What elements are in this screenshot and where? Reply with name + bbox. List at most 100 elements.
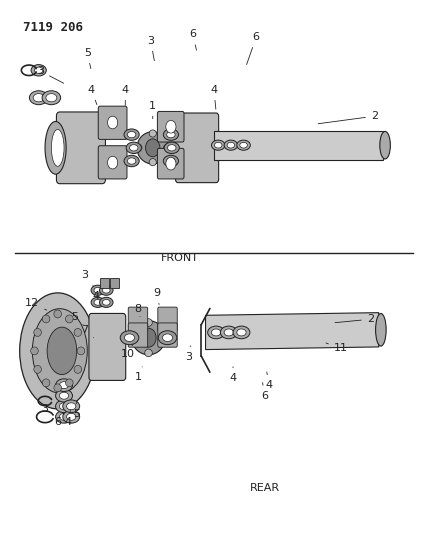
Text: 2: 2 <box>318 111 378 124</box>
Ellipse shape <box>59 403 68 410</box>
Ellipse shape <box>20 293 96 409</box>
Ellipse shape <box>42 315 50 323</box>
Ellipse shape <box>227 142 235 148</box>
Ellipse shape <box>220 326 237 339</box>
Circle shape <box>146 139 160 157</box>
Ellipse shape <box>135 144 142 151</box>
Circle shape <box>166 120 176 133</box>
Ellipse shape <box>59 382 68 389</box>
FancyBboxPatch shape <box>128 323 148 347</box>
Ellipse shape <box>45 122 66 174</box>
FancyBboxPatch shape <box>56 112 105 184</box>
Ellipse shape <box>130 144 138 151</box>
Ellipse shape <box>56 390 72 402</box>
FancyBboxPatch shape <box>158 148 184 179</box>
Text: 9: 9 <box>153 288 160 304</box>
Ellipse shape <box>145 319 152 326</box>
Ellipse shape <box>128 132 136 138</box>
Ellipse shape <box>224 329 233 336</box>
Circle shape <box>107 116 118 129</box>
Ellipse shape <box>56 379 72 392</box>
Text: 1: 1 <box>149 101 156 119</box>
Ellipse shape <box>237 140 250 150</box>
Ellipse shape <box>33 309 87 393</box>
Ellipse shape <box>130 334 137 342</box>
Text: 2: 2 <box>335 314 374 324</box>
Ellipse shape <box>102 300 110 305</box>
Text: 4: 4 <box>265 372 273 390</box>
Text: 5: 5 <box>73 401 80 419</box>
Ellipse shape <box>30 91 48 104</box>
Ellipse shape <box>208 326 225 339</box>
Ellipse shape <box>59 413 68 421</box>
Ellipse shape <box>126 142 141 154</box>
Ellipse shape <box>240 142 247 148</box>
Ellipse shape <box>54 384 62 392</box>
Ellipse shape <box>166 158 175 164</box>
Ellipse shape <box>100 297 113 308</box>
Text: 4: 4 <box>92 290 100 306</box>
Circle shape <box>166 157 176 170</box>
Ellipse shape <box>67 413 76 421</box>
Polygon shape <box>205 313 379 350</box>
FancyBboxPatch shape <box>158 307 177 332</box>
Text: 12: 12 <box>25 298 47 310</box>
Ellipse shape <box>380 132 390 159</box>
Ellipse shape <box>132 321 165 355</box>
Ellipse shape <box>137 132 169 164</box>
Ellipse shape <box>164 142 179 154</box>
Ellipse shape <box>31 347 38 355</box>
Ellipse shape <box>51 130 64 166</box>
FancyBboxPatch shape <box>98 146 127 179</box>
Ellipse shape <box>33 94 44 102</box>
Text: 3: 3 <box>147 36 155 61</box>
Text: 4: 4 <box>211 85 217 109</box>
Ellipse shape <box>124 129 139 140</box>
Ellipse shape <box>42 379 50 387</box>
Ellipse shape <box>65 315 73 323</box>
Ellipse shape <box>163 129 178 140</box>
Ellipse shape <box>74 328 82 336</box>
Text: 5: 5 <box>84 48 91 69</box>
Ellipse shape <box>56 400 72 413</box>
Ellipse shape <box>100 285 113 295</box>
Ellipse shape <box>67 403 76 410</box>
Ellipse shape <box>54 310 62 318</box>
Text: 7119 206: 7119 206 <box>24 21 83 34</box>
Text: 4: 4 <box>122 85 129 106</box>
Text: 10: 10 <box>120 344 134 359</box>
Ellipse shape <box>47 327 77 375</box>
Ellipse shape <box>65 379 73 387</box>
FancyBboxPatch shape <box>89 313 126 381</box>
FancyBboxPatch shape <box>110 278 119 288</box>
Ellipse shape <box>91 297 104 308</box>
Ellipse shape <box>74 366 82 373</box>
Text: 3: 3 <box>185 346 192 362</box>
Ellipse shape <box>63 410 80 423</box>
Ellipse shape <box>145 349 152 357</box>
Text: 3: 3 <box>42 398 51 414</box>
Ellipse shape <box>31 64 46 76</box>
Text: 3: 3 <box>82 270 94 287</box>
Ellipse shape <box>167 144 176 151</box>
Text: 1: 1 <box>134 367 142 382</box>
FancyBboxPatch shape <box>98 106 127 140</box>
Text: 7: 7 <box>82 325 94 338</box>
Ellipse shape <box>149 130 156 137</box>
Text: 4: 4 <box>65 410 72 427</box>
Ellipse shape <box>163 144 171 151</box>
Polygon shape <box>214 131 383 160</box>
Ellipse shape <box>214 142 222 148</box>
Ellipse shape <box>124 155 139 167</box>
FancyBboxPatch shape <box>175 113 219 183</box>
Text: 6: 6 <box>189 29 196 50</box>
Ellipse shape <box>94 300 101 305</box>
Ellipse shape <box>233 326 250 339</box>
Ellipse shape <box>63 400 80 413</box>
Text: 4: 4 <box>229 367 237 383</box>
Circle shape <box>141 328 156 347</box>
Text: FRONT: FRONT <box>161 253 199 263</box>
Circle shape <box>107 156 118 169</box>
Ellipse shape <box>94 287 101 293</box>
Text: 4: 4 <box>88 85 97 104</box>
